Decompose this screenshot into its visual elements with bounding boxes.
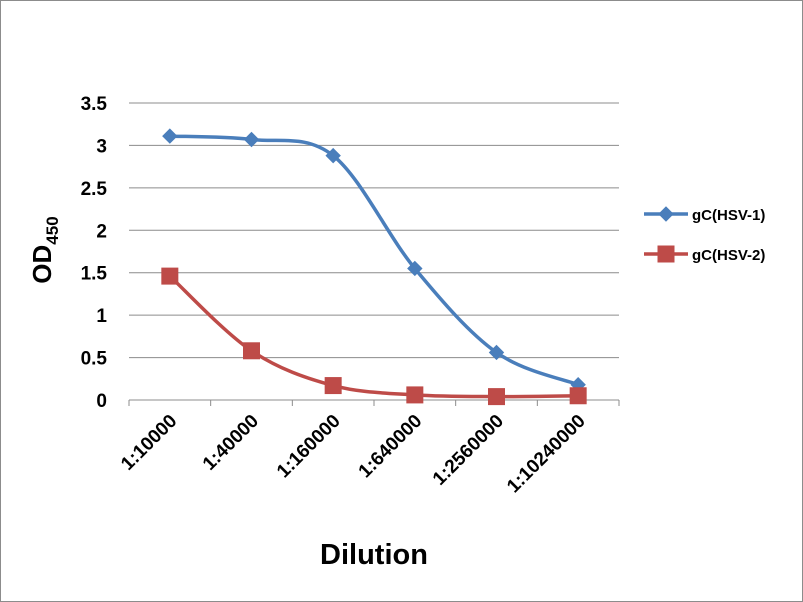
series-line: [168, 274, 579, 399]
legend-swatch-marker: [657, 245, 675, 263]
y-tick-label: 1.5: [81, 264, 108, 285]
y-tick-label: 3.5: [81, 94, 108, 115]
y-tick-label: 0: [96, 391, 107, 412]
series-group: [161, 128, 587, 406]
data-point-diamond: [488, 344, 505, 361]
x-axis-ticks: 1:10000 1:40000 1:160000 1:640000 1:25600001…: [117, 400, 620, 498]
x-tick-label: 1:640000: [355, 411, 427, 483]
legend-label: gC(HSV-1): [692, 207, 765, 224]
x-tick-label: 1:2560000: [429, 411, 508, 490]
x-axis-title: Dilution: [320, 539, 428, 571]
data-point-square: [243, 342, 260, 360]
data-point-diamond: [407, 260, 423, 277]
gridlines: [129, 102, 619, 359]
y-tick-label: 1: [96, 306, 107, 327]
data-point-diamond: [243, 131, 260, 148]
legend: gC(HSV-1) gC(HSV-2): [644, 206, 765, 264]
series-1: [162, 128, 586, 393]
x-tick-label: 1:40000: [199, 411, 263, 475]
series-2: [161, 267, 587, 406]
data-point-square: [569, 387, 587, 405]
y-tick-label: 3: [96, 136, 107, 157]
data-point-square: [406, 386, 424, 404]
y-tick-label: 0.5: [81, 349, 108, 370]
legend-label: gC(HSV-2): [692, 247, 765, 264]
x-tick-label: 1:10000: [117, 411, 181, 475]
legend-swatch-marker: [658, 206, 674, 222]
data-point-diamond: [162, 128, 178, 144]
x-tick-label: 1:160000: [273, 411, 345, 483]
data-point-diamond: [325, 147, 341, 164]
y-axis-ticks: 0 0.5 1 1.5 2 2.5 3 3.5: [81, 94, 108, 412]
y-tick-label: 2.5: [81, 179, 108, 200]
data-point-square: [488, 388, 505, 406]
data-point-square: [161, 267, 179, 285]
y-axis-title-subscript: 450: [43, 216, 62, 244]
y-axis-title: OD450: [27, 216, 62, 283]
y-tick-label: 2: [96, 221, 107, 242]
y-axis-title-main: OD: [27, 245, 57, 284]
series-line: [169, 134, 579, 387]
data-point-square: [324, 377, 342, 395]
x-tick-label: 1:10240000: [503, 411, 590, 498]
